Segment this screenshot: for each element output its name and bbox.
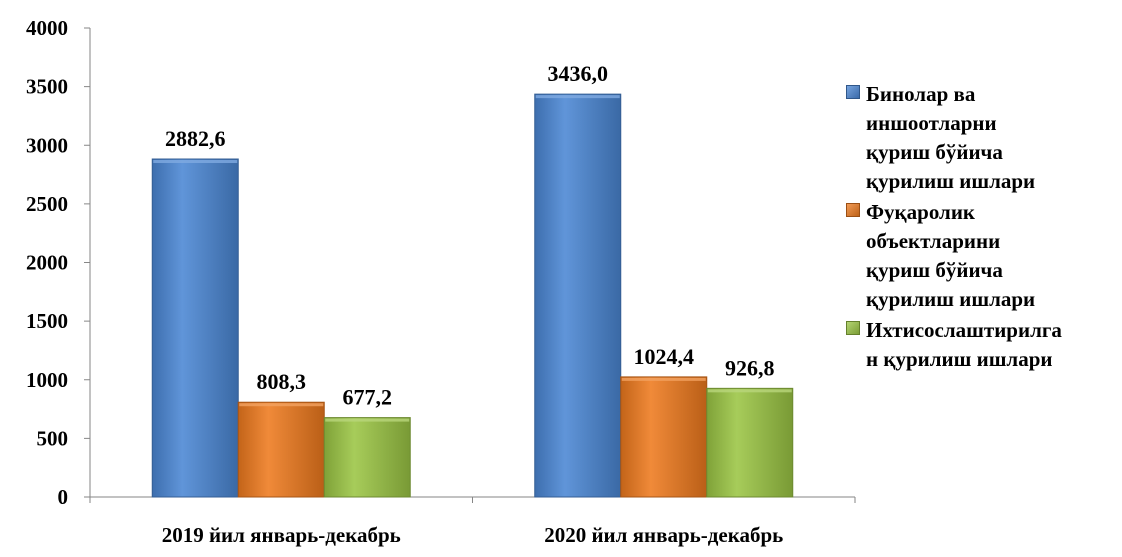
bars: [151, 93, 794, 498]
y-tick-label: 1000: [26, 368, 68, 392]
data-label: 1024,4: [634, 344, 695, 369]
legend-swatch-civil-objects: [846, 203, 860, 217]
y-tick-label: 0: [58, 485, 69, 509]
y-tick-label: 1500: [26, 309, 68, 333]
bar: [706, 387, 794, 498]
data-label: 2882,6: [165, 126, 226, 151]
data-label: 926,8: [725, 355, 775, 380]
legend-item-civil-objects: Фуқаролик объектларини қуриш бўйича қури…: [846, 198, 1116, 314]
legend-swatch-specialized: [846, 321, 860, 335]
bar-highlight: [535, 95, 620, 99]
bar: [534, 93, 622, 498]
legend: Бинолар ва иншоотларни қуриш бўйича қури…: [846, 80, 1116, 376]
data-label: 3436,0: [548, 61, 609, 86]
bar: [323, 417, 411, 498]
bar-highlight: [153, 160, 238, 164]
y-tick-label: 4000: [26, 16, 68, 40]
bar-highlight: [621, 377, 706, 381]
legend-item-buildings: Бинолар ва иншоотларни қуриш бўйича қури…: [846, 80, 1116, 196]
legend-swatch-buildings: [846, 85, 860, 99]
bar: [620, 376, 708, 498]
bar: [151, 158, 239, 498]
bar-highlight: [707, 389, 792, 393]
bar-highlight: [325, 418, 410, 422]
x-category-label: 2020 йил январь-декабрь: [544, 523, 783, 547]
axes: 0 500 1000 1500 2000 2500 3000 3500 4000 2019 йил…: [26, 16, 856, 547]
legend-label-specialized: Ихтисослаштирилга н қурилиш ишлари: [866, 318, 1062, 371]
bar-highlight: [239, 403, 324, 407]
legend-label-buildings: Бинолар ва иншоотларни қуриш бўйича қури…: [866, 82, 1036, 193]
data-labels: 2882,6 808,3 677,2 3436,0 1024,4 926,8: [165, 61, 775, 409]
data-label: 677,2: [343, 385, 393, 410]
y-tick-label: 2500: [26, 192, 68, 216]
legend-label-civil-objects: Фуқаролик объектларини қуриш бўйича қури…: [866, 200, 1036, 311]
legend-item-specialized: Ихтисослаштирилга н қурилиш ишлари: [846, 316, 1116, 374]
x-category-label: 2019 йил январь-декабрь: [162, 523, 401, 547]
y-tick-label: 2000: [26, 251, 68, 275]
y-tick-label: 3500: [26, 75, 68, 99]
data-label: 808,3: [257, 369, 307, 394]
y-tick-label: 500: [37, 426, 69, 450]
bar: [237, 401, 325, 498]
y-tick-label: 3000: [26, 133, 68, 157]
